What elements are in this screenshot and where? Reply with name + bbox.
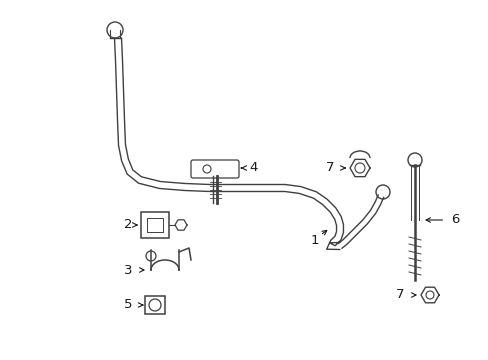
Text: 7: 7 xyxy=(395,288,404,301)
Text: 4: 4 xyxy=(249,162,258,175)
Text: 3: 3 xyxy=(123,264,132,276)
Text: 7: 7 xyxy=(325,162,334,175)
Text: 5: 5 xyxy=(123,298,132,311)
Bar xyxy=(141,212,169,238)
Text: 6: 6 xyxy=(450,213,458,226)
Text: 1: 1 xyxy=(310,234,319,247)
Text: 2: 2 xyxy=(123,219,132,231)
Bar xyxy=(145,296,164,314)
Bar xyxy=(147,218,163,232)
